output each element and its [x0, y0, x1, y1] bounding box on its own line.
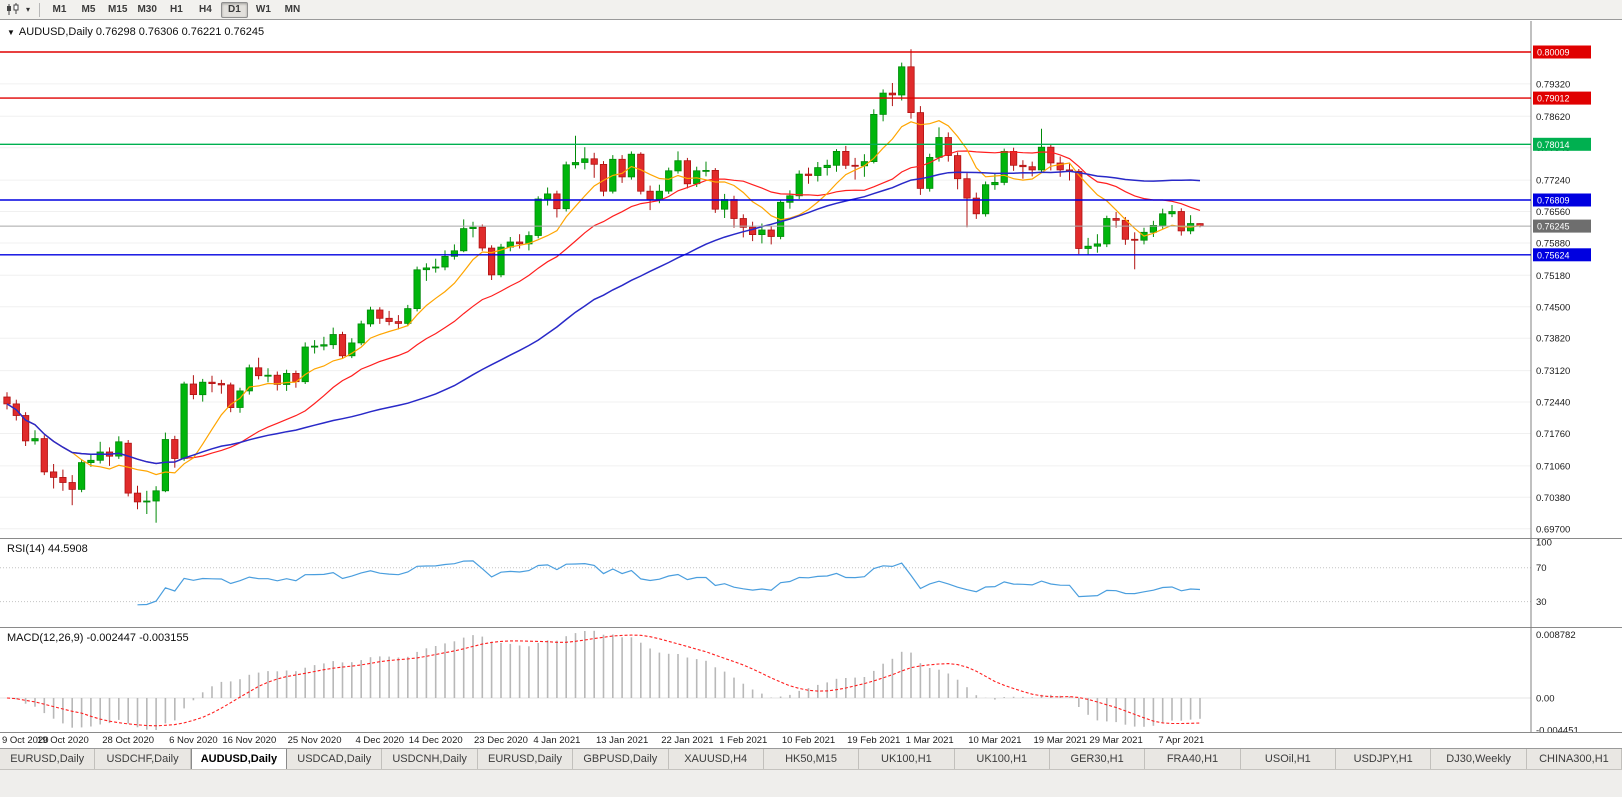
chart-tab-usdjpy-h1[interactable]: USDJPY,H1 — [1336, 749, 1432, 769]
chart-tab-eurusd-daily[interactable]: EURUSD,Daily — [0, 749, 96, 769]
svg-text:0.75180: 0.75180 — [1536, 271, 1570, 282]
chart-title-text: AUDUSD,Daily 0.76298 0.76306 0.76221 0.7… — [18, 26, 265, 38]
main-chart-pane[interactable]: 0.793200.786200.779400.772400.765600.758… — [0, 21, 1622, 538]
svg-text:0.74500: 0.74500 — [1536, 302, 1570, 313]
timeframe-button-m1[interactable]: M1 — [52, 4, 67, 15]
chart-tab-hk50-m15[interactable]: HK50,M15 — [763, 749, 860, 769]
date-axis-label: 19 Oct 2020 — [37, 735, 89, 746]
rsi-label: RSI(14) 44.5908 — [7, 543, 88, 555]
svg-text:0.75880: 0.75880 — [1536, 239, 1570, 250]
macd-label: MACD(12,26,9) -0.002447 -0.003155 — [7, 632, 189, 644]
timeframe-button-m5[interactable]: M5 — [81, 4, 96, 15]
chart-type-icon[interactable] — [4, 2, 22, 18]
chart-tab-usdchf-daily[interactable]: USDCHF,Daily — [95, 749, 191, 769]
chart-tab-uk100-h1[interactable]: UK100,H1 — [859, 749, 955, 769]
date-axis-label: 25 Nov 2020 — [287, 735, 342, 746]
svg-text:0.70380: 0.70380 — [1536, 493, 1570, 504]
svg-text:-0.004451: -0.004451 — [1536, 726, 1579, 732]
date-axis-label: 13 Jan 2021 — [595, 735, 649, 746]
date-axis-label: 16 Nov 2020 — [222, 735, 277, 746]
svg-text:0.75624: 0.75624 — [1537, 250, 1570, 260]
date-axis-label: 22 Jan 2021 — [661, 735, 714, 746]
rsi-canvas[interactable]: 100 70 30 — [0, 538, 1622, 627]
chart-title: ▼ AUDUSD,Daily 0.76298 0.76306 0.76221 0… — [7, 26, 264, 38]
date-axis-label: 19 Feb 2021 — [847, 735, 901, 746]
timeframe-button-mn[interactable]: MN — [284, 4, 301, 15]
chart-tab-gbpusd-daily[interactable]: GBPUSD,Daily — [573, 749, 669, 769]
svg-text:0.71760: 0.71760 — [1536, 429, 1570, 440]
macd-indicator-pane[interactable]: 0.008782 0.00 -0.004451 MACD(12,26,9) -0.0… — [0, 627, 1622, 732]
timeframe-button-group: M1 M5 M15 M30 H1 H4 D1 W1 MN — [46, 1, 306, 18]
chart-tab-dj30-weekly[interactable]: DJ30,Weekly — [1431, 749, 1527, 769]
svg-text:0.77240: 0.77240 — [1536, 176, 1570, 187]
timeframe-button-h4[interactable]: H4 — [199, 4, 212, 15]
chart-tab-china300-h1[interactable]: CHINA300,H1 — [1526, 749, 1622, 769]
svg-text:0.78620: 0.78620 — [1536, 112, 1570, 123]
date-axis-label: 19 Mar 2021 — [1033, 735, 1087, 746]
svg-text:0.71060: 0.71060 — [1536, 461, 1570, 472]
date-axis-label: 10 Feb 2021 — [781, 735, 836, 746]
chart-tab-audusd-daily[interactable]: AUDUSD,Daily — [190, 749, 288, 769]
status-bar — [0, 769, 1622, 797]
date-axis-label: 7 Apr 2021 — [1158, 735, 1205, 746]
svg-text:0.73120: 0.73120 — [1536, 366, 1570, 377]
date-axis-label: 28 Oct 2020 — [102, 735, 155, 746]
toolbar: ▾ M1 M5 M15 M30 H1 H4 D1 W1 MN — [0, 0, 1622, 20]
svg-text:0.76560: 0.76560 — [1536, 207, 1570, 218]
timeframe-button-m30[interactable]: M30 — [137, 4, 157, 15]
timeframe-button-w1[interactable]: W1 — [255, 4, 271, 15]
svg-text:0.79012: 0.79012 — [1537, 94, 1570, 104]
chart-tab-eurusd-daily[interactable]: EURUSD,Daily — [477, 749, 574, 769]
chart-tab-usdcad-daily[interactable]: USDCAD,Daily — [287, 749, 383, 769]
chart-tab-fra40-h1[interactable]: FRA40,H1 — [1145, 749, 1241, 769]
chart-tab-bar: EURUSD,Daily USDCHF,Daily AUDUSD,Daily USDC… — [0, 748, 1622, 769]
svg-text:30: 30 — [1536, 597, 1547, 608]
date-axis-label: 23 Dec 2020 — [474, 735, 528, 746]
date-axis-label: 6 Nov 2020 — [169, 735, 218, 746]
chart-tab-usdcnh-daily[interactable]: USDCNH,Daily — [382, 749, 478, 769]
chart-tab-usoil-h1[interactable]: USOil,H1 — [1240, 749, 1337, 769]
svg-text:0.76245: 0.76245 — [1537, 222, 1570, 232]
svg-text:0.008782: 0.008782 — [1536, 630, 1576, 641]
date-axis-label: 1 Mar 2021 — [905, 735, 954, 746]
date-axis-label: 9 Oct 2020 — [2, 735, 49, 746]
timeframe-button-m15[interactable]: M15 — [108, 4, 128, 15]
date-axis-label: 10 Mar 2021 — [968, 735, 1022, 746]
chart-tab-uk100-h1[interactable]: UK100,H1 — [954, 749, 1050, 769]
main-chart-canvas[interactable]: 0.793200.786200.779400.772400.765600.758… — [0, 21, 1622, 538]
symbol-dropdown-icon[interactable]: ▼ — [7, 27, 15, 37]
svg-text:0.72440: 0.72440 — [1536, 398, 1570, 409]
chart-tab-xauusd-h4[interactable]: XAUUSD,H4 — [668, 749, 764, 769]
svg-text:0.73820: 0.73820 — [1536, 334, 1570, 345]
chart-type-caret-icon[interactable]: ▾ — [25, 5, 30, 14]
date-axis-label: 4 Dec 2020 — [355, 735, 405, 746]
toolbar-separator — [39, 2, 40, 17]
timeframe-button-d1[interactable]: D1 — [220, 1, 248, 18]
svg-text:70: 70 — [1536, 563, 1547, 574]
chart-tab-ger30-h1[interactable]: GER30,H1 — [1049, 749, 1146, 769]
macd-canvas[interactable]: 0.008782 0.00 -0.004451 — [0, 627, 1622, 732]
timeframe-button-h1[interactable]: H1 — [170, 4, 183, 15]
svg-text:0.00: 0.00 — [1536, 694, 1555, 705]
svg-text:100: 100 — [1536, 538, 1552, 549]
date-axis-label: 14 Dec 2020 — [408, 735, 463, 746]
date-axis-label: 4 Jan 2021 — [533, 735, 581, 746]
date-axis-label: 29 Mar 2021 — [1089, 735, 1143, 746]
rsi-indicator-pane[interactable]: 100 70 30 RSI(14) 44.5908 — [0, 538, 1622, 627]
svg-text:0.80009: 0.80009 — [1537, 48, 1570, 58]
date-axis: 9 Oct 2020 19 Oct 2020 28 Oct 2020 6 Nov 20… — [0, 732, 1622, 748]
date-axis-label: 1 Feb 2021 — [719, 735, 768, 746]
svg-text:0.69700: 0.69700 — [1536, 524, 1570, 535]
svg-text:0.79320: 0.79320 — [1536, 79, 1570, 90]
svg-text:0.76809: 0.76809 — [1537, 196, 1570, 206]
svg-text:0.78014: 0.78014 — [1537, 140, 1570, 150]
